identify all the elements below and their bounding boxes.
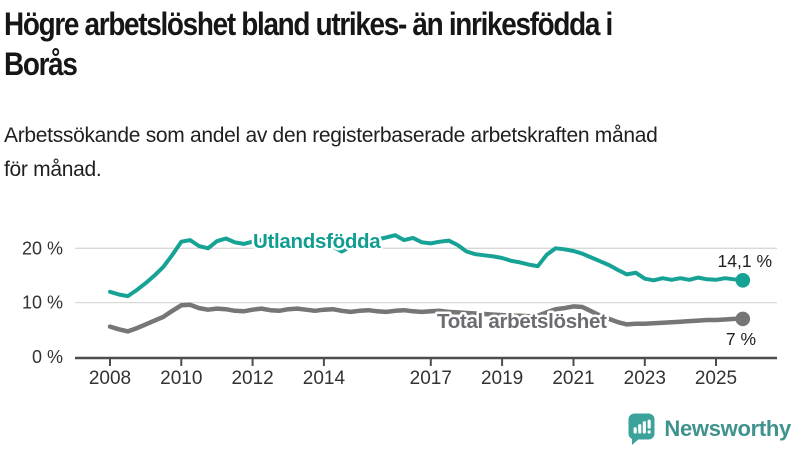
chart-subtitle-line-2: för månad. bbox=[4, 158, 102, 181]
x-tick-label-2021: 2021 bbox=[552, 368, 594, 389]
series-label-1: Total arbetslöshet bbox=[437, 310, 607, 333]
series-line-0 bbox=[108, 233, 745, 299]
newsworthy-logo-text: Newsworthy bbox=[664, 416, 791, 441]
x-tick-label-2025: 2025 bbox=[695, 368, 737, 389]
x-tick-label-2012: 2012 bbox=[231, 368, 273, 389]
x-tick-label-2017: 2017 bbox=[410, 368, 452, 389]
y-tick-label-0: 0 % bbox=[32, 347, 63, 367]
series-end-value-0: 14,1 % bbox=[718, 251, 772, 271]
y-tick-label-10: 10 % bbox=[22, 293, 63, 313]
x-tick-label-2023: 2023 bbox=[624, 368, 666, 389]
newsworthy-logo: Newsworthy bbox=[627, 412, 791, 446]
series-label-0: Utlandsfödda bbox=[253, 230, 381, 253]
page-title: Högre arbetslöshet bland utrikes- än inr… bbox=[4, 5, 785, 85]
series-end-dot-0 bbox=[735, 273, 751, 288]
chart-subtitle-line-1: Arbetssökande som andel av den registerb… bbox=[4, 124, 658, 147]
x-tick-label-2014: 2014 bbox=[303, 368, 346, 389]
y-tick-label-20: 20 % bbox=[22, 238, 63, 258]
x-tick-label-2010: 2010 bbox=[160, 368, 202, 389]
newsworthy-logo-icon bbox=[628, 413, 655, 445]
page-title-line-1: Högre arbetslöshet bland utrikes- än inr… bbox=[4, 7, 613, 43]
x-tick-label-2019: 2019 bbox=[481, 368, 523, 389]
series-line-1 bbox=[107, 302, 746, 334]
chart-subtitle: Arbetssökande som andel av den registerb… bbox=[4, 119, 796, 187]
series-end-dot-1 bbox=[735, 311, 751, 327]
series-end-value-1: 7 % bbox=[726, 329, 756, 349]
x-tick-label-2008: 2008 bbox=[89, 368, 131, 389]
page-title-line-2: Borås bbox=[4, 47, 78, 83]
